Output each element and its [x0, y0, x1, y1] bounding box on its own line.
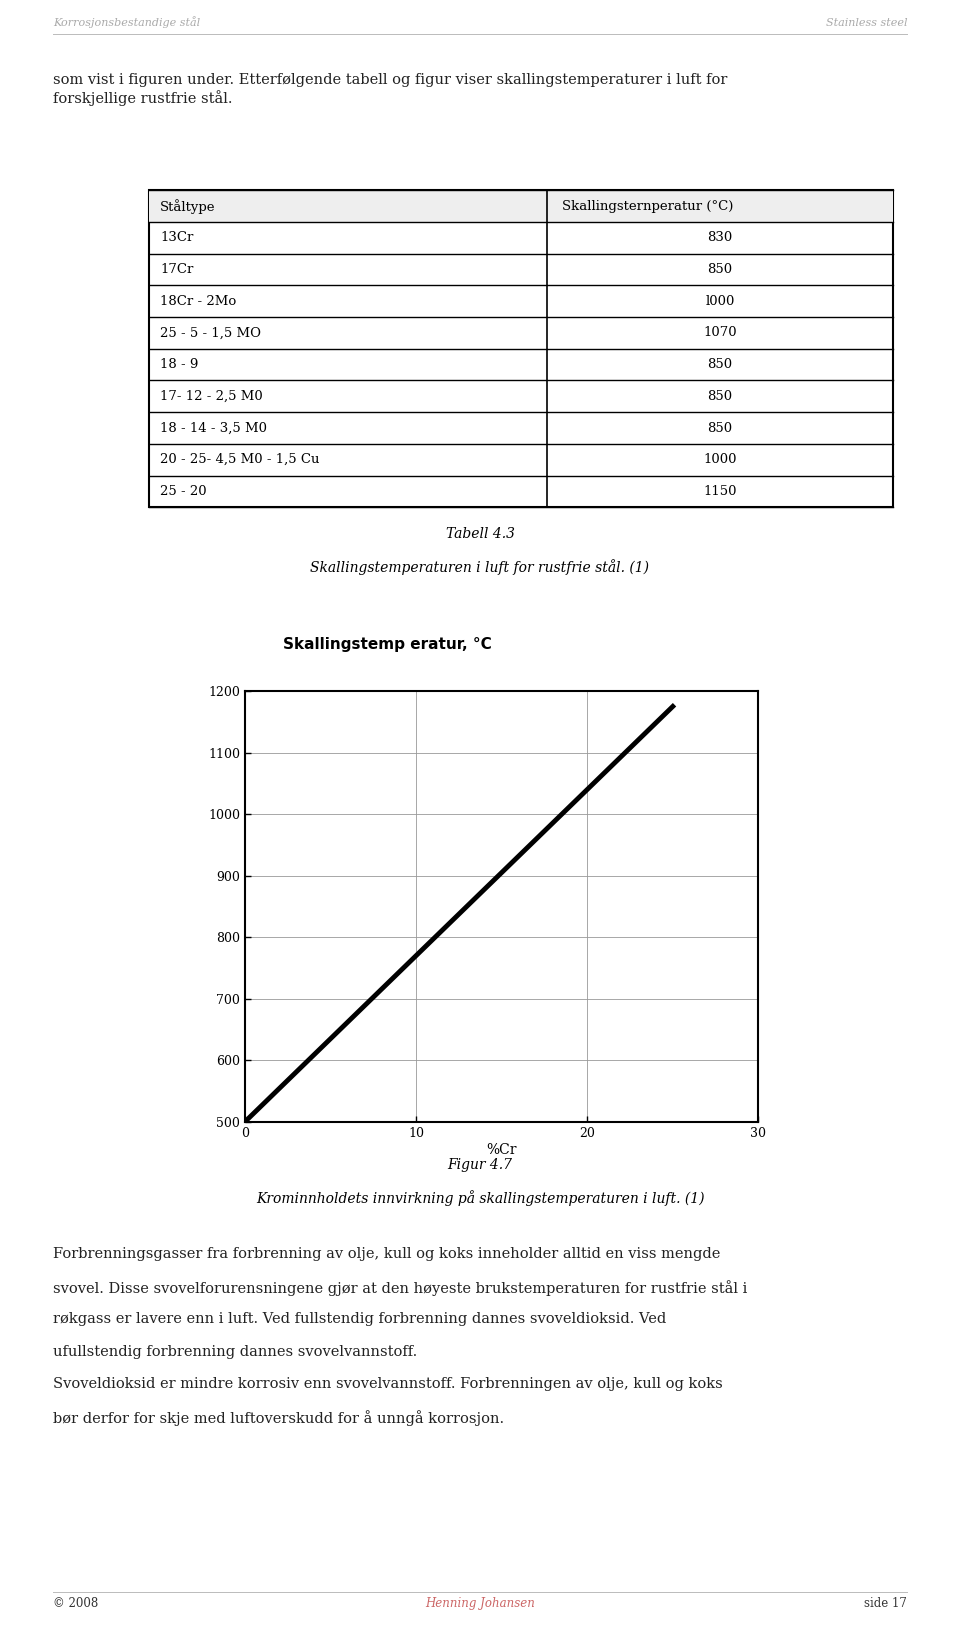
Text: som vist i figuren under. Etterfølgende tabell og figur viser skallingstemperatu: som vist i figuren under. Etterfølgende … — [53, 73, 727, 106]
Text: 1070: 1070 — [703, 327, 737, 340]
Text: side 17: side 17 — [864, 1597, 907, 1610]
Text: Figur 4.7: Figur 4.7 — [447, 1158, 513, 1172]
Text: 18 - 9: 18 - 9 — [160, 358, 199, 371]
Text: Ståltype: Ståltype — [160, 198, 216, 213]
Text: 1150: 1150 — [704, 485, 736, 498]
Text: svovel. Disse svovelforurensningene gjør at den høyeste brukstemperaturen for ru: svovel. Disse svovelforurensningene gjør… — [53, 1280, 747, 1296]
Text: Skallingstemp eratur, °C: Skallingstemp eratur, °C — [283, 637, 492, 652]
Text: Stainless steel: Stainless steel — [826, 18, 907, 28]
Bar — [149, 190, 893, 507]
X-axis label: %Cr: %Cr — [487, 1143, 516, 1156]
Text: 25 - 5 - 1,5 MO: 25 - 5 - 1,5 MO — [160, 327, 261, 340]
Text: 17- 12 - 2,5 M0: 17- 12 - 2,5 M0 — [160, 390, 263, 403]
Text: 850: 850 — [708, 421, 732, 434]
Text: © 2008: © 2008 — [53, 1597, 98, 1610]
Bar — [149, 190, 893, 223]
Text: 850: 850 — [708, 390, 732, 403]
Text: 850: 850 — [708, 263, 732, 276]
Text: 17Cr: 17Cr — [160, 263, 194, 276]
Text: Skallingstemperaturen i luft for rustfrie stål. (1): Skallingstemperaturen i luft for rustfri… — [310, 559, 650, 576]
Text: 25 - 20: 25 - 20 — [160, 485, 207, 498]
Text: 830: 830 — [708, 231, 732, 244]
Text: l000: l000 — [706, 294, 734, 307]
Text: Henning Johansen: Henning Johansen — [425, 1597, 535, 1610]
Text: ufullstendig forbrenning dannes svovelvannstoff.: ufullstendig forbrenning dannes svovelva… — [53, 1345, 417, 1359]
Text: røkgass er lavere enn i luft. Ved fullstendig forbrenning dannes svoveldioksid. : røkgass er lavere enn i luft. Ved fullst… — [53, 1312, 666, 1327]
Text: Forbrenningsgasser fra forbrenning av olje, kull og koks inneholder alltid en vi: Forbrenningsgasser fra forbrenning av ol… — [53, 1247, 720, 1262]
Text: 13Cr: 13Cr — [160, 231, 194, 244]
Text: Svoveldioksid er mindre korrosiv enn svovelvannstoff. Forbrenningen av olje, kul: Svoveldioksid er mindre korrosiv enn svo… — [53, 1377, 723, 1392]
Text: 18 - 14 - 3,5 M0: 18 - 14 - 3,5 M0 — [160, 421, 267, 434]
Text: Krominnholdets innvirkning på skallingstemperaturen i luft. (1): Krominnholdets innvirkning på skallingst… — [255, 1190, 705, 1206]
Text: Tabell 4.3: Tabell 4.3 — [445, 527, 515, 541]
Text: Korrosjonsbestandige stål: Korrosjonsbestandige stål — [53, 16, 200, 28]
Text: Skallingsternperatur (°C): Skallingsternperatur (°C) — [562, 200, 733, 213]
Text: 850: 850 — [708, 358, 732, 371]
Text: 18Cr - 2Mo: 18Cr - 2Mo — [160, 294, 236, 307]
Text: bør derfor for skje med luftoverskudd for å unngå korrosjon.: bør derfor for skje med luftoverskudd fo… — [53, 1410, 504, 1426]
Text: 20 - 25- 4,5 M0 - 1,5 Cu: 20 - 25- 4,5 M0 - 1,5 Cu — [160, 454, 320, 467]
Text: 1000: 1000 — [704, 454, 736, 467]
